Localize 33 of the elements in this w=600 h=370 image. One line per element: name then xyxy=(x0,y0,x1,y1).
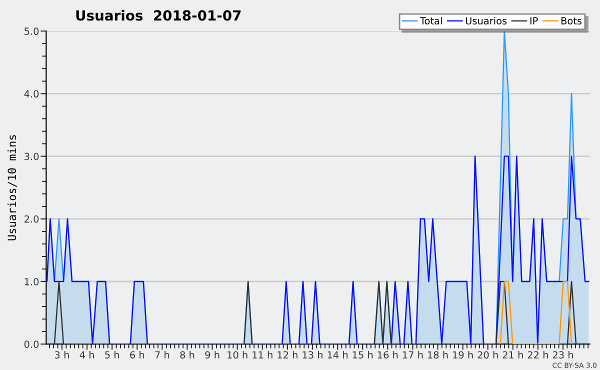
y-tick-label: 0.0 xyxy=(24,340,39,348)
legend-label: IP xyxy=(530,17,538,24)
x-tick-label: 17 h xyxy=(402,351,423,358)
x-tick-label: 20 h xyxy=(478,351,498,359)
x-tick-label: 6 h xyxy=(130,351,144,359)
y-tick-label: 4.0 xyxy=(24,90,39,98)
y-tick-label: 2.0 xyxy=(24,215,39,223)
x-tick-label: 10 h xyxy=(228,351,248,359)
x-tick-label: 11 h xyxy=(252,351,272,358)
chart-title: Usuarios 2018-01-07 xyxy=(76,10,241,21)
x-tick-label: 19 h xyxy=(453,351,473,359)
x-tick-label: 16 h xyxy=(378,351,398,359)
x-tick-label: 7 h xyxy=(155,351,170,358)
x-tick-label: 23 h xyxy=(552,351,573,359)
legend-label: Bots xyxy=(561,17,582,24)
y-tick-label: 3.0 xyxy=(24,152,39,160)
x-tick-label: 21 h xyxy=(502,351,523,358)
x-tick-label: 22 h xyxy=(528,351,548,358)
x-tick-label: 5 h xyxy=(105,351,119,359)
x-tick-label: 13 h xyxy=(302,351,322,359)
y-axis-title: Usuarios/10 mins xyxy=(7,135,17,240)
x-tick-label: 14 h xyxy=(328,351,348,358)
x-tick-label: 9 h xyxy=(205,351,220,359)
x-tick-label: 8 h xyxy=(180,351,194,359)
legend-label: Total xyxy=(420,16,442,24)
legend-label: Usuarios xyxy=(466,16,507,24)
x-tick-label: 18 h xyxy=(428,351,448,359)
x-tick-label: 3 h xyxy=(55,351,69,359)
x-tick-label: 15 h xyxy=(352,351,373,359)
y-tick-label: 5.0 xyxy=(24,28,39,35)
y-tick-label: 1.0 xyxy=(24,278,39,286)
x-tick-label: 4 h xyxy=(80,351,94,358)
x-tick-label: 12 h xyxy=(278,351,298,358)
